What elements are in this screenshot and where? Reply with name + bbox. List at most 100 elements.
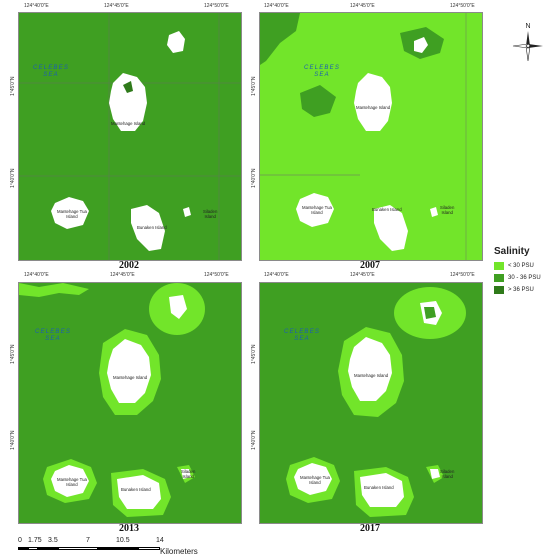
top-tick: 124°45'0"E bbox=[350, 272, 375, 278]
left-tick: 1°40'0"N bbox=[10, 168, 16, 188]
top-tick: 124°40'0"E bbox=[264, 272, 289, 278]
sea-label: CELEBES SEA bbox=[34, 329, 72, 342]
island-label-mantehage-tua: Mantehage Tua Island bbox=[57, 209, 87, 219]
year-label-2017: 2017 bbox=[360, 523, 380, 534]
left-tick: 1°40'0"N bbox=[251, 168, 257, 188]
island-mantehage-tua bbox=[296, 193, 334, 227]
top-tick: 124°40'0"E bbox=[24, 272, 49, 278]
island-mantehage bbox=[107, 339, 151, 403]
island-siladen bbox=[430, 469, 440, 479]
island-label-bunaken: Bunaken Island bbox=[121, 487, 151, 492]
legend-swatch-mid bbox=[494, 274, 504, 282]
scale-tick: 14 bbox=[156, 537, 164, 544]
top-tick: 124°40'0"E bbox=[24, 3, 49, 9]
island-label-mantehage-tua: Mantehage Tua Island bbox=[57, 477, 87, 487]
map-2007-svg bbox=[260, 13, 467, 260]
map-2017-svg bbox=[286, 287, 466, 517]
island-label-mantehage: Mantehage Island bbox=[356, 105, 391, 110]
island-label-bunaken: Bunaken Island bbox=[364, 485, 394, 490]
salinity-patch-low bbox=[19, 283, 89, 297]
legend-title: Salinity bbox=[494, 246, 530, 257]
legend-label: > 36 PSU bbox=[508, 287, 534, 293]
island-label-siladen: Siladen Island bbox=[440, 205, 455, 215]
island-label-mantehage-tua: Mantehage Tua Island bbox=[300, 475, 330, 485]
scale-tick: 10.5 bbox=[116, 537, 130, 544]
island-bunaken bbox=[360, 473, 404, 507]
top-tick: 124°45'0"E bbox=[350, 3, 375, 9]
island-label-mantehage-tua: Mantehage Tua Island bbox=[302, 205, 332, 215]
island-bunaken bbox=[117, 475, 161, 509]
year-label-2002: 2002 bbox=[119, 260, 139, 271]
top-tick: 124°45'0"E bbox=[104, 3, 129, 9]
island-mantehage bbox=[109, 73, 147, 131]
island-siladen bbox=[183, 207, 191, 217]
north-arrow-icon: N bbox=[512, 23, 543, 62]
left-tick: 1°40'0"N bbox=[10, 430, 16, 450]
top-tick: 124°50'0"E bbox=[204, 3, 229, 9]
island-mantehage bbox=[348, 337, 392, 401]
island-north-small bbox=[167, 31, 185, 53]
left-tick: 1°45'0"N bbox=[251, 76, 257, 96]
map-2002-svg bbox=[19, 13, 241, 260]
legend-swatch-low bbox=[494, 262, 504, 270]
island-mantehage-tua bbox=[51, 465, 89, 497]
island-mantehage bbox=[354, 73, 392, 131]
salinity-patch-mid bbox=[300, 85, 336, 117]
scale-unit: Kilometers bbox=[160, 547, 198, 556]
map-2013-svg bbox=[19, 283, 205, 517]
year-label-2007: 2007 bbox=[360, 260, 380, 271]
scale-segment bbox=[18, 547, 28, 550]
mangrove-patch bbox=[424, 307, 436, 319]
top-tick: 124°40'0"E bbox=[264, 3, 289, 9]
island-siladen bbox=[430, 207, 438, 217]
island-label-siladen: Siladen Island bbox=[181, 469, 196, 479]
legend-swatch-high bbox=[494, 286, 504, 294]
legend-item: > 36 PSU bbox=[494, 285, 554, 295]
sea-label: CELEBES SEA bbox=[283, 329, 321, 342]
legend-label: < 30 PSU bbox=[508, 263, 534, 269]
island-label-mantehage: Mantehage Island bbox=[111, 121, 146, 126]
scale-tick: 0 bbox=[18, 537, 22, 544]
island-label-mantehage: Mantehage Island bbox=[354, 373, 389, 378]
top-tick: 124°50'0"E bbox=[204, 272, 229, 278]
island-label-siladen: Siladen Island bbox=[440, 469, 455, 479]
map-panel-2007: CELEBES SEA Mantehage Island Mantehage T… bbox=[259, 12, 483, 261]
left-tick: 1°45'0"N bbox=[10, 344, 16, 364]
legend-label: 30 - 36 PSU bbox=[508, 275, 541, 281]
left-tick: 1°40'0"N bbox=[251, 430, 257, 450]
scale-segment bbox=[28, 547, 38, 550]
sea-label: CELEBES SEA bbox=[32, 65, 70, 78]
scale-segment bbox=[98, 547, 138, 550]
scale-segment bbox=[38, 547, 58, 550]
island-bunaken bbox=[374, 205, 408, 251]
top-tick: 124°50'0"E bbox=[450, 3, 475, 9]
top-tick: 124°50'0"E bbox=[450, 272, 475, 278]
island-mantehage-tua bbox=[294, 463, 332, 495]
scale-segment bbox=[138, 547, 160, 550]
island-label-mantehage: Mantehage Island bbox=[113, 375, 148, 380]
island-siladen bbox=[181, 469, 191, 479]
top-tick: 124°45'0"E bbox=[110, 272, 135, 278]
legend: Salinity < 30 PSU 30 - 36 PSU > 36 PSU bbox=[494, 246, 554, 297]
island-north-small bbox=[414, 37, 428, 53]
sea-label: CELEBES SEA bbox=[303, 65, 341, 78]
island-label-siladen: Siladen Island bbox=[203, 209, 218, 219]
island-north-small bbox=[169, 295, 187, 319]
map-panel-2002: CELEBES SEA Mantehage Island Mantehage T… bbox=[18, 12, 242, 261]
north-label: N bbox=[525, 23, 530, 30]
map-panel-2017: CELEBES SEA Mantehage Island Mantehage T… bbox=[259, 282, 483, 524]
scale-bar: 0 1.75 3.5 7 10.5 14 Kilometers bbox=[18, 537, 248, 557]
scale-tick: 1.75 bbox=[28, 537, 42, 544]
island-label-bunaken: Bunaken Island bbox=[372, 207, 402, 212]
island-label-bunaken: Bunaken Island bbox=[137, 225, 167, 230]
island-mantehage-tua bbox=[51, 197, 89, 229]
north-arrow: N bbox=[510, 20, 546, 68]
salinity-patch-mid bbox=[260, 13, 300, 65]
legend-item: 30 - 36 PSU bbox=[494, 273, 554, 283]
scale-tick: 7 bbox=[86, 537, 90, 544]
left-tick: 1°45'0"N bbox=[251, 344, 257, 364]
year-label-2013: 2013 bbox=[119, 523, 139, 534]
scale-tick: 3.5 bbox=[48, 537, 58, 544]
left-tick: 1°45'0"N bbox=[10, 76, 16, 96]
island-bunaken bbox=[131, 205, 165, 251]
